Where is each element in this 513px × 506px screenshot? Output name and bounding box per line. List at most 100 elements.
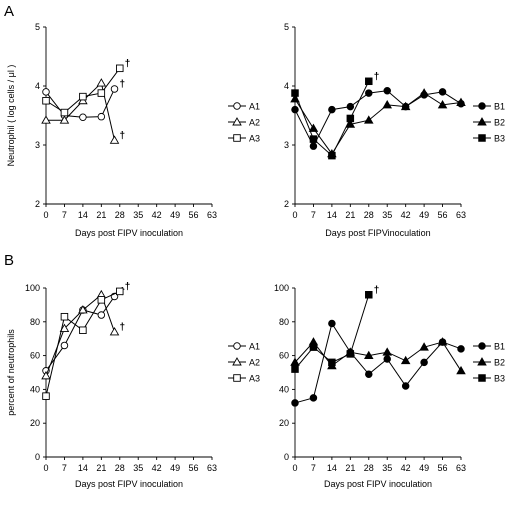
- x-tick-label: 49: [419, 463, 429, 473]
- data-point: [42, 392, 50, 400]
- x-tick-label: 63: [207, 210, 217, 220]
- data-point: [59, 323, 70, 333]
- series-b3: †: [291, 71, 380, 160]
- x-tick-label: 7: [311, 210, 316, 220]
- series-line: [294, 294, 370, 370]
- series-line: [294, 92, 462, 155]
- data-point: [291, 365, 299, 373]
- x-tick-label: 21: [345, 463, 355, 473]
- y-tick-label: 80: [30, 317, 40, 327]
- data-point: [328, 151, 336, 160]
- data-point: [438, 88, 447, 96]
- x-tick-label: 63: [207, 463, 217, 473]
- data-point: [456, 97, 466, 106]
- x-tick-label: 42: [401, 463, 411, 473]
- data-point: [364, 350, 374, 360]
- y-tick-label: 60: [279, 351, 289, 361]
- data-point: [60, 341, 69, 350]
- data-point: [420, 358, 428, 367]
- death-marker: †: [125, 58, 131, 69]
- x-tick-label: 21: [96, 463, 106, 473]
- data-point: [457, 345, 465, 353]
- legend-item-b2: B2: [473, 357, 505, 368]
- data-point: [328, 358, 336, 367]
- legend-marker: [233, 374, 241, 382]
- x-axis-label: Days post FIPV inoculation: [75, 228, 183, 238]
- x-tick-label: 35: [382, 210, 392, 220]
- y-tick-label: 100: [274, 283, 289, 293]
- x-tick-label: 42: [152, 463, 162, 473]
- data-point: [309, 394, 318, 402]
- x-tick-label: 0: [292, 210, 297, 220]
- data-point: [437, 99, 448, 109]
- x-tick-label: 28: [364, 463, 374, 473]
- data-point: [110, 85, 119, 93]
- x-tick-label: 56: [438, 463, 448, 473]
- legend-marker: [478, 134, 486, 142]
- data-point: [345, 119, 356, 128]
- legend-label: A3: [249, 374, 260, 384]
- y-tick-label: 0: [284, 452, 289, 462]
- data-point: [109, 135, 120, 144]
- chart-B-left: 0 20 40 60 80 100 0 7 14 21 28 35 42 49 56 63 Days post …: [6, 281, 260, 489]
- legend-item-a3: A3: [228, 134, 260, 144]
- series-b3: †: [291, 285, 379, 373]
- legend-marker: [232, 117, 242, 126]
- data-point: [116, 287, 124, 296]
- legend-marker: [478, 102, 486, 110]
- x-tick-label: 49: [170, 210, 180, 220]
- x-axis-label: Days post FIPV inoculation: [324, 479, 432, 489]
- legend-label: B2: [494, 358, 505, 368]
- legend-label: A2: [249, 118, 260, 128]
- data-point: [41, 115, 51, 124]
- data-point: [400, 101, 411, 111]
- x-tick-label: 14: [327, 463, 337, 473]
- data-point: [97, 311, 106, 319]
- data-point: [116, 64, 124, 73]
- x-tick-label: 56: [189, 463, 199, 473]
- legend-label: B1: [494, 342, 505, 352]
- legend-item-b1: B1: [473, 102, 505, 112]
- legend-item-b3: B3: [473, 134, 505, 144]
- data-point: [79, 92, 87, 101]
- data-point: [97, 112, 106, 121]
- y-tick-label: 20: [30, 418, 40, 428]
- data-point: [291, 105, 299, 114]
- data-point: [42, 88, 50, 96]
- death-marker: †: [120, 322, 126, 333]
- y-tick-label: 2: [284, 199, 289, 209]
- y-tick-label: 40: [279, 384, 289, 394]
- y-tick-label: 20: [279, 418, 289, 428]
- death-marker: †: [120, 79, 126, 90]
- data-point: [365, 89, 373, 97]
- chart-A-right: 2 3 4 5 0 7 14 21 28 35 42 49 56 63 Days post FIPVinoc…: [284, 22, 505, 238]
- x-axis-label: Days post FIPV inoculation: [75, 479, 183, 489]
- data-point: [328, 319, 336, 328]
- x-tick-label: 35: [133, 210, 143, 220]
- data-point: [96, 78, 107, 87]
- series-line: [294, 90, 462, 148]
- legend-marker: [477, 117, 487, 126]
- legend-marker: [477, 357, 487, 366]
- legend-marker: [233, 342, 241, 350]
- data-point: [456, 365, 466, 375]
- legend-label: B2: [494, 118, 505, 128]
- death-marker: †: [374, 71, 380, 82]
- data-point: [383, 86, 391, 95]
- y-tick-label: 40: [30, 384, 40, 394]
- data-point: [382, 99, 392, 109]
- x-tick-label: 21: [96, 210, 106, 220]
- legend-label: B3: [494, 374, 505, 384]
- data-point: [346, 350, 355, 358]
- data-point: [59, 115, 70, 124]
- data-point: [437, 337, 448, 346]
- data-point: [291, 89, 299, 97]
- data-point: [60, 312, 69, 321]
- data-point: [60, 108, 69, 117]
- x-tick-label: 7: [311, 463, 316, 473]
- legend-label: A1: [249, 342, 260, 352]
- x-tick-label: 0: [292, 463, 297, 473]
- x-tick-label: 28: [364, 210, 374, 220]
- data-point: [308, 123, 319, 132]
- x-tick-label: 42: [401, 210, 411, 220]
